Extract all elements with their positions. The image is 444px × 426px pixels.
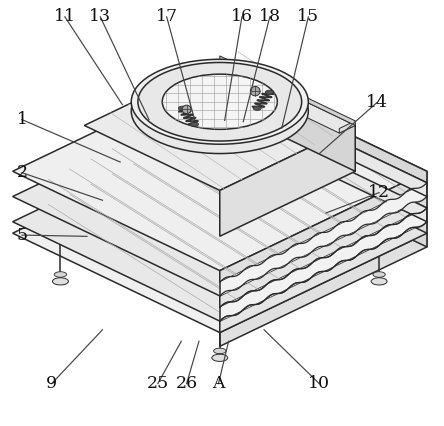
Text: 9: 9 bbox=[46, 375, 57, 392]
Text: A: A bbox=[212, 375, 225, 392]
Polygon shape bbox=[220, 97, 427, 208]
Circle shape bbox=[250, 86, 260, 96]
Ellipse shape bbox=[131, 69, 308, 153]
Polygon shape bbox=[220, 60, 355, 171]
Polygon shape bbox=[12, 122, 427, 321]
Ellipse shape bbox=[190, 122, 198, 127]
Ellipse shape bbox=[131, 59, 308, 144]
Ellipse shape bbox=[373, 272, 385, 277]
Polygon shape bbox=[220, 109, 427, 222]
Ellipse shape bbox=[266, 90, 274, 95]
Text: 12: 12 bbox=[368, 184, 390, 201]
Ellipse shape bbox=[213, 284, 226, 290]
Polygon shape bbox=[204, 60, 355, 133]
Ellipse shape bbox=[214, 348, 226, 354]
Circle shape bbox=[182, 105, 191, 114]
Ellipse shape bbox=[138, 63, 301, 141]
Ellipse shape bbox=[54, 272, 67, 277]
Text: 11: 11 bbox=[54, 9, 76, 25]
Polygon shape bbox=[220, 208, 427, 321]
Text: 2: 2 bbox=[16, 164, 28, 181]
Text: 1: 1 bbox=[16, 111, 28, 128]
Polygon shape bbox=[84, 60, 355, 190]
Text: 17: 17 bbox=[155, 9, 178, 25]
Ellipse shape bbox=[52, 278, 68, 285]
Ellipse shape bbox=[212, 354, 228, 361]
Polygon shape bbox=[220, 196, 427, 307]
Polygon shape bbox=[220, 125, 355, 236]
Polygon shape bbox=[220, 83, 427, 196]
Ellipse shape bbox=[371, 278, 387, 285]
Text: 26: 26 bbox=[175, 375, 198, 392]
Ellipse shape bbox=[253, 106, 261, 110]
Ellipse shape bbox=[162, 74, 278, 130]
Polygon shape bbox=[12, 134, 427, 333]
Polygon shape bbox=[220, 222, 427, 333]
Polygon shape bbox=[220, 171, 427, 282]
Polygon shape bbox=[12, 72, 427, 271]
Text: 5: 5 bbox=[16, 227, 28, 244]
Polygon shape bbox=[220, 183, 427, 296]
Ellipse shape bbox=[169, 80, 271, 129]
Polygon shape bbox=[220, 122, 427, 233]
Ellipse shape bbox=[212, 201, 228, 209]
Polygon shape bbox=[220, 56, 355, 125]
Text: 13: 13 bbox=[89, 9, 111, 25]
Ellipse shape bbox=[178, 106, 186, 110]
Polygon shape bbox=[220, 72, 427, 183]
Polygon shape bbox=[220, 134, 427, 247]
Text: 16: 16 bbox=[231, 9, 253, 25]
Ellipse shape bbox=[211, 300, 229, 308]
Polygon shape bbox=[12, 97, 427, 296]
Ellipse shape bbox=[169, 101, 271, 150]
Polygon shape bbox=[220, 233, 427, 346]
Polygon shape bbox=[339, 121, 355, 133]
Ellipse shape bbox=[214, 195, 226, 201]
Text: 18: 18 bbox=[259, 9, 281, 25]
Text: 25: 25 bbox=[147, 375, 169, 392]
Text: 15: 15 bbox=[297, 9, 319, 25]
Text: 10: 10 bbox=[309, 375, 330, 392]
Text: 14: 14 bbox=[366, 94, 388, 111]
